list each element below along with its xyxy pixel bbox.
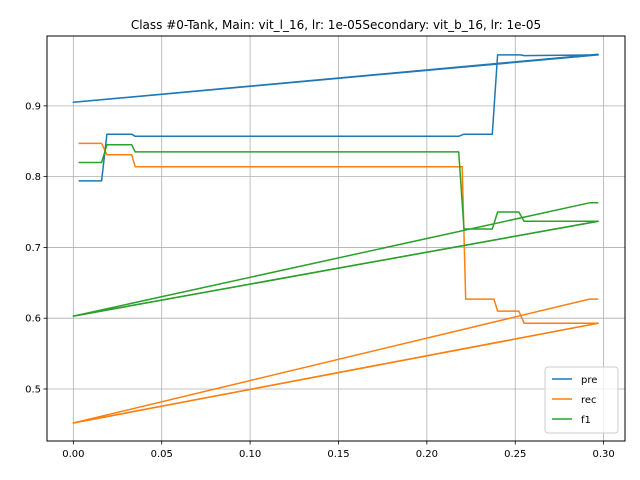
series-line-f1_b bbox=[73, 220, 599, 317]
y-tick-label: 0.8 bbox=[25, 172, 41, 183]
y-tick-label: 0.9 bbox=[25, 101, 41, 112]
legend-label-f1: f1 bbox=[581, 415, 591, 426]
axis-ticks: 0.00 0.05 0.10 0.15 0.20 0.25 0.30 0.5 0.6 0.7 0.8… bbox=[25, 101, 615, 460]
chart-title: Class #0-Tank, Main: vit_l_16, lr: 1e-05… bbox=[131, 18, 541, 32]
x-tick-label: 0.10 bbox=[239, 449, 261, 460]
series-line-pre bbox=[72, 53, 600, 182]
series-line-rec_b bbox=[73, 322, 599, 424]
y-tick-label: 0.5 bbox=[25, 384, 41, 395]
legend-box bbox=[544, 366, 619, 434]
legend-label-pre: pre bbox=[581, 375, 597, 386]
x-tick-label: 0.30 bbox=[592, 449, 614, 460]
legend-label-rec: rec bbox=[581, 395, 597, 406]
x-tick-label: 0.20 bbox=[416, 449, 438, 460]
legend: pre rec f1 bbox=[544, 366, 619, 434]
series-lines bbox=[72, 53, 600, 424]
x-tick-label: 0.05 bbox=[151, 449, 173, 460]
x-tick-label: 0.15 bbox=[327, 449, 349, 460]
y-tick-label: 0.6 bbox=[25, 314, 41, 325]
x-tick-label: 0.25 bbox=[504, 449, 526, 460]
y-tick-label: 0.7 bbox=[25, 243, 41, 254]
plot-area-frame bbox=[46, 35, 626, 442]
x-tick-label: 0.00 bbox=[62, 449, 84, 460]
